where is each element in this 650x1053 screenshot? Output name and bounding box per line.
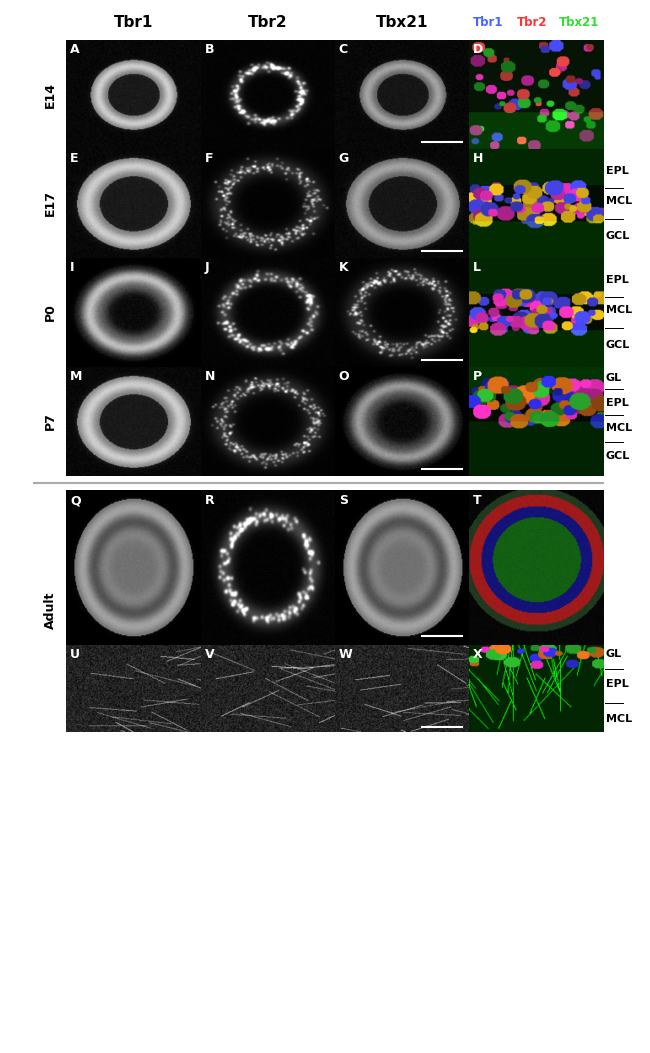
Text: O: O [339, 371, 350, 383]
Text: K: K [339, 261, 348, 274]
Text: Tbr1: Tbr1 [473, 16, 504, 29]
Text: Tbr2: Tbr2 [517, 16, 548, 29]
Text: G: G [339, 153, 349, 165]
Text: F: F [205, 153, 213, 165]
Text: GL: GL [606, 649, 622, 659]
Text: J: J [205, 261, 209, 274]
Text: Tbx21: Tbx21 [376, 15, 428, 31]
Text: I: I [70, 261, 75, 274]
Text: MCL: MCL [606, 196, 632, 206]
Text: V: V [205, 648, 214, 661]
Text: E: E [70, 153, 79, 165]
Text: R: R [205, 494, 214, 508]
Text: MCL: MCL [606, 423, 632, 433]
Text: A: A [70, 43, 80, 56]
Text: P7: P7 [44, 413, 57, 431]
Text: L: L [473, 261, 481, 274]
Text: B: B [205, 43, 214, 56]
Text: X: X [473, 648, 483, 661]
Text: MCL: MCL [606, 714, 632, 723]
Text: E17: E17 [44, 191, 57, 217]
Text: Adult: Adult [44, 592, 57, 630]
Text: GCL: GCL [606, 232, 630, 241]
Text: U: U [70, 648, 81, 661]
Text: Q: Q [70, 494, 81, 508]
Text: EPL: EPL [606, 165, 629, 176]
Text: P0: P0 [44, 303, 57, 321]
Text: GL: GL [606, 373, 622, 383]
Text: Tbx21: Tbx21 [559, 16, 599, 29]
Text: Tbr1: Tbr1 [114, 15, 153, 31]
Text: Tbr2: Tbr2 [248, 15, 287, 31]
Text: D: D [473, 43, 483, 56]
Text: P: P [473, 371, 482, 383]
Text: GCL: GCL [606, 452, 630, 461]
Text: EPL: EPL [606, 398, 629, 408]
Text: M: M [70, 371, 83, 383]
Text: MCL: MCL [606, 305, 632, 315]
Text: H: H [473, 153, 484, 165]
Text: E14: E14 [44, 81, 57, 107]
Text: GCL: GCL [606, 340, 630, 351]
Text: W: W [339, 648, 352, 661]
Text: EPL: EPL [606, 275, 629, 284]
Text: N: N [205, 371, 215, 383]
Text: S: S [339, 494, 348, 508]
Text: EPL: EPL [606, 679, 629, 690]
Text: T: T [473, 494, 482, 508]
Text: C: C [339, 43, 348, 56]
